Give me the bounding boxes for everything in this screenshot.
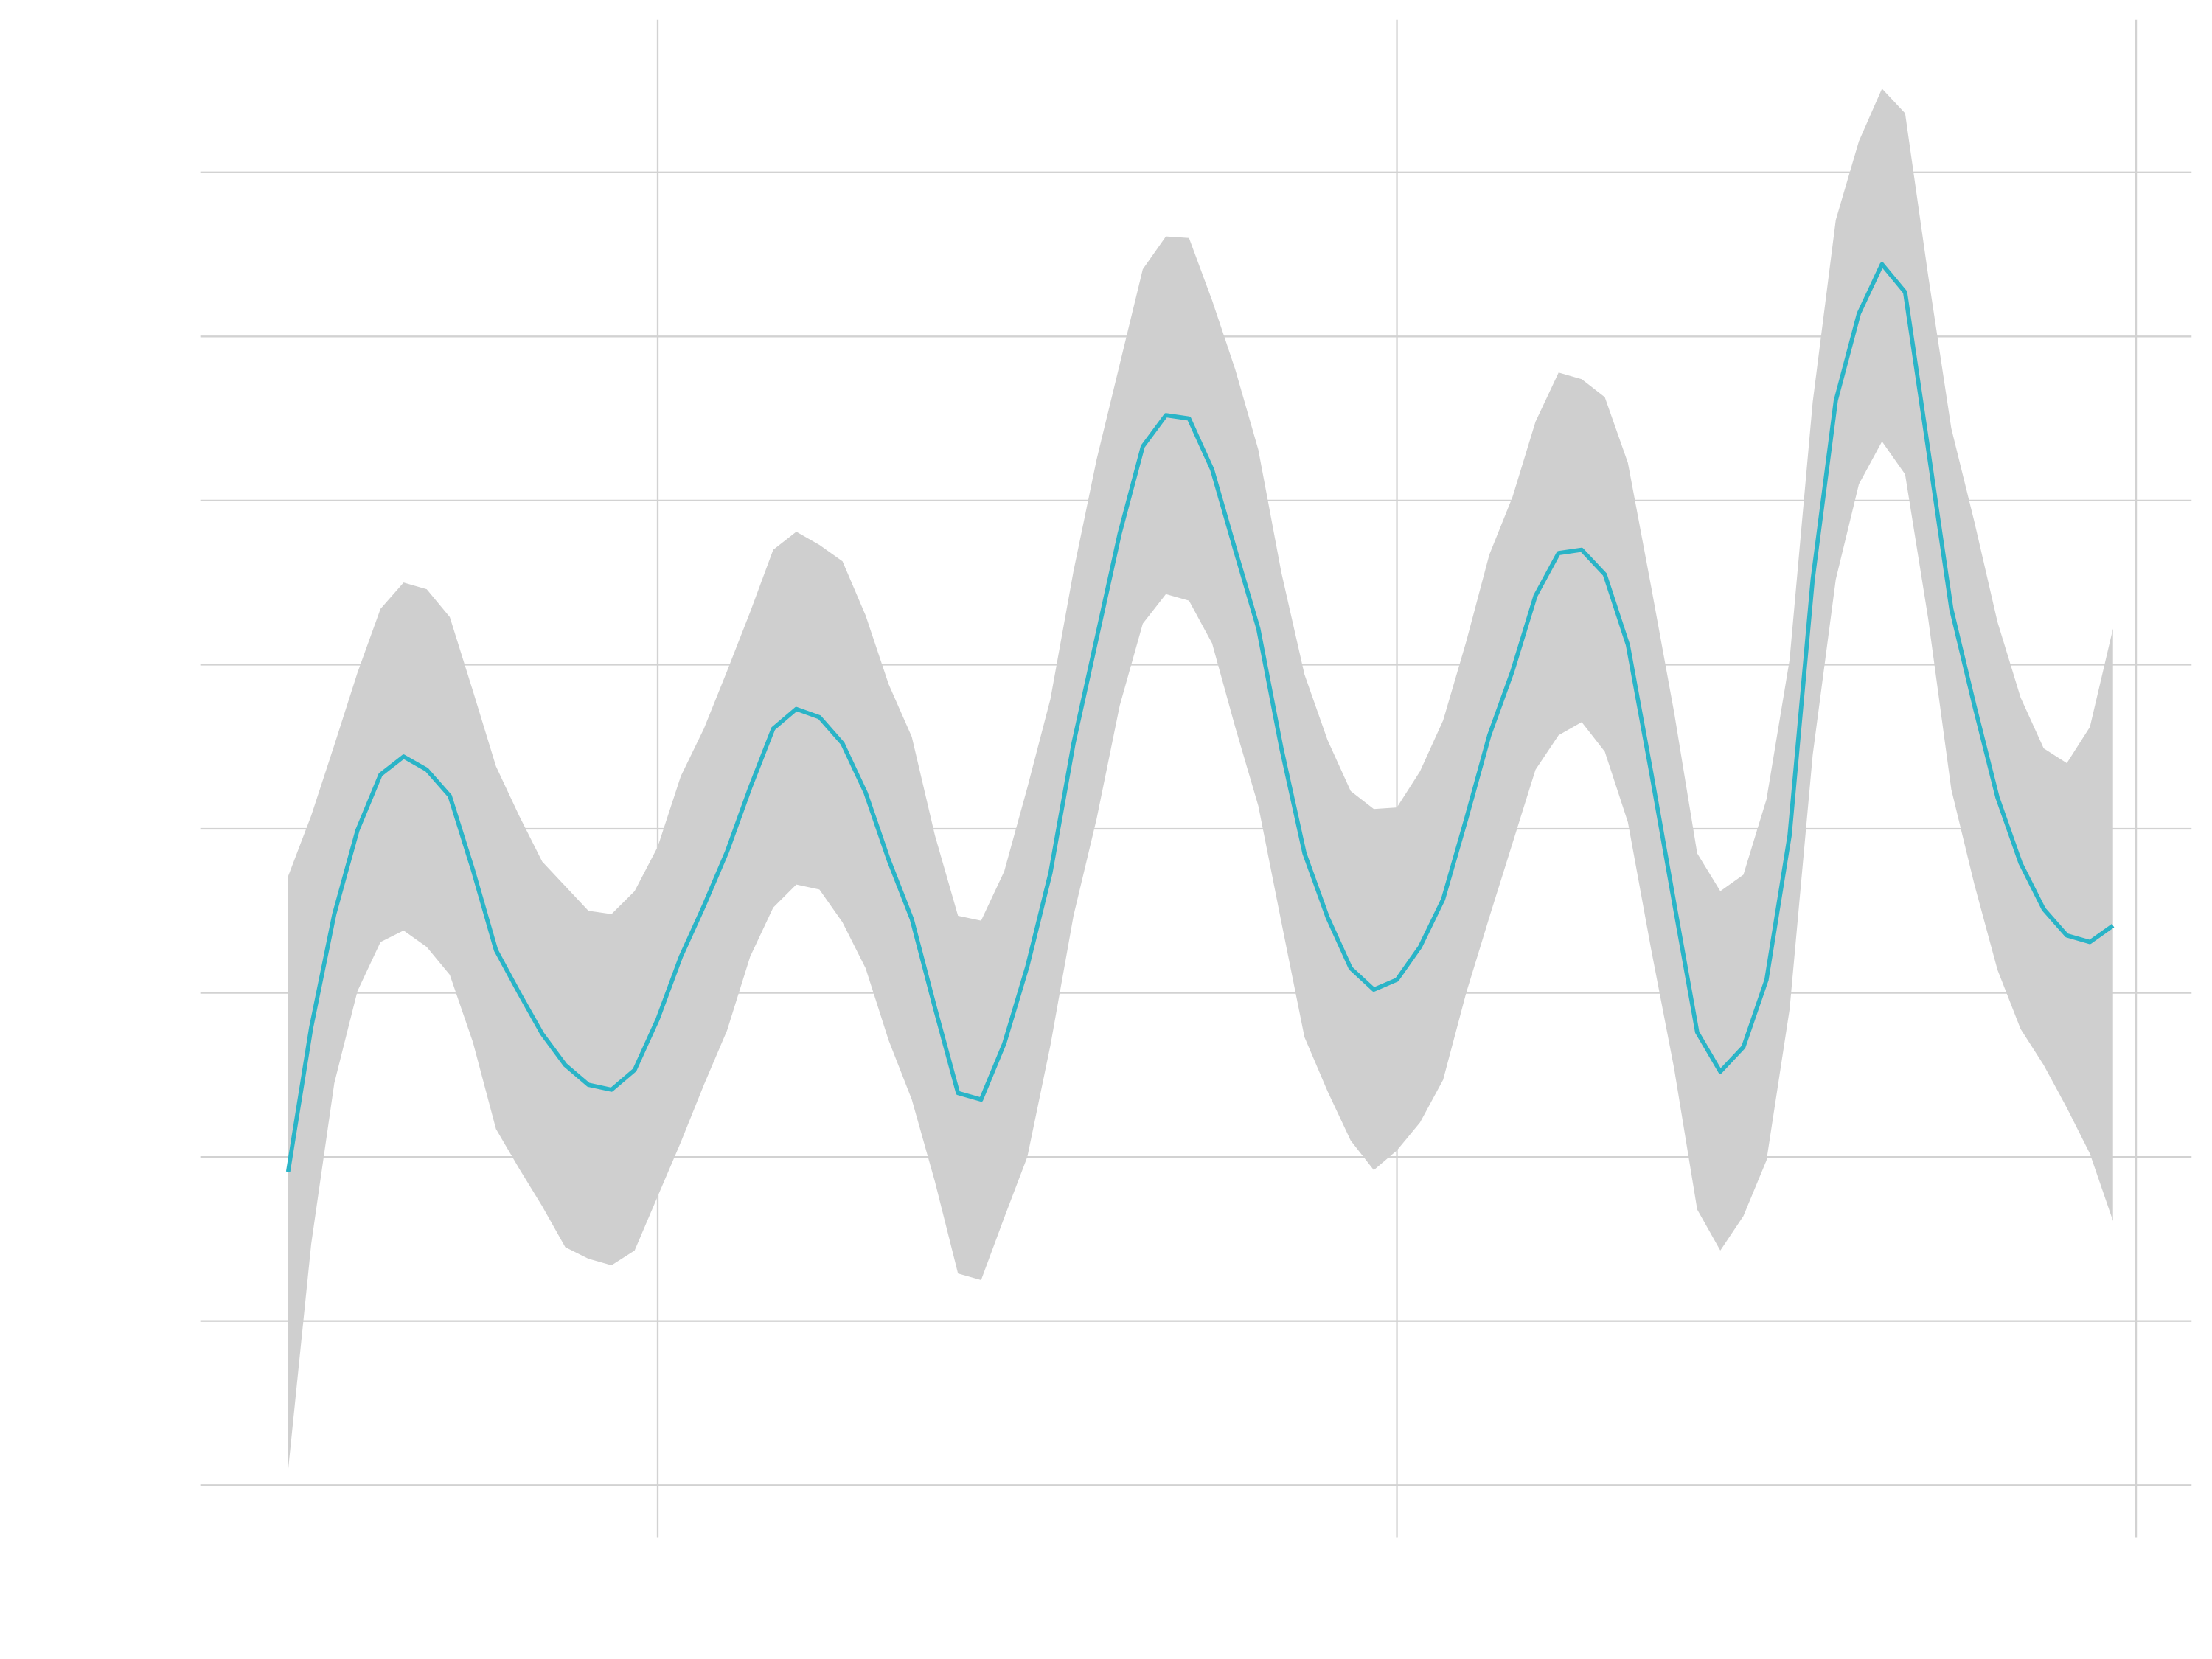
line xyxy=(285,262,2115,1172)
confidence-band xyxy=(288,88,2113,1471)
